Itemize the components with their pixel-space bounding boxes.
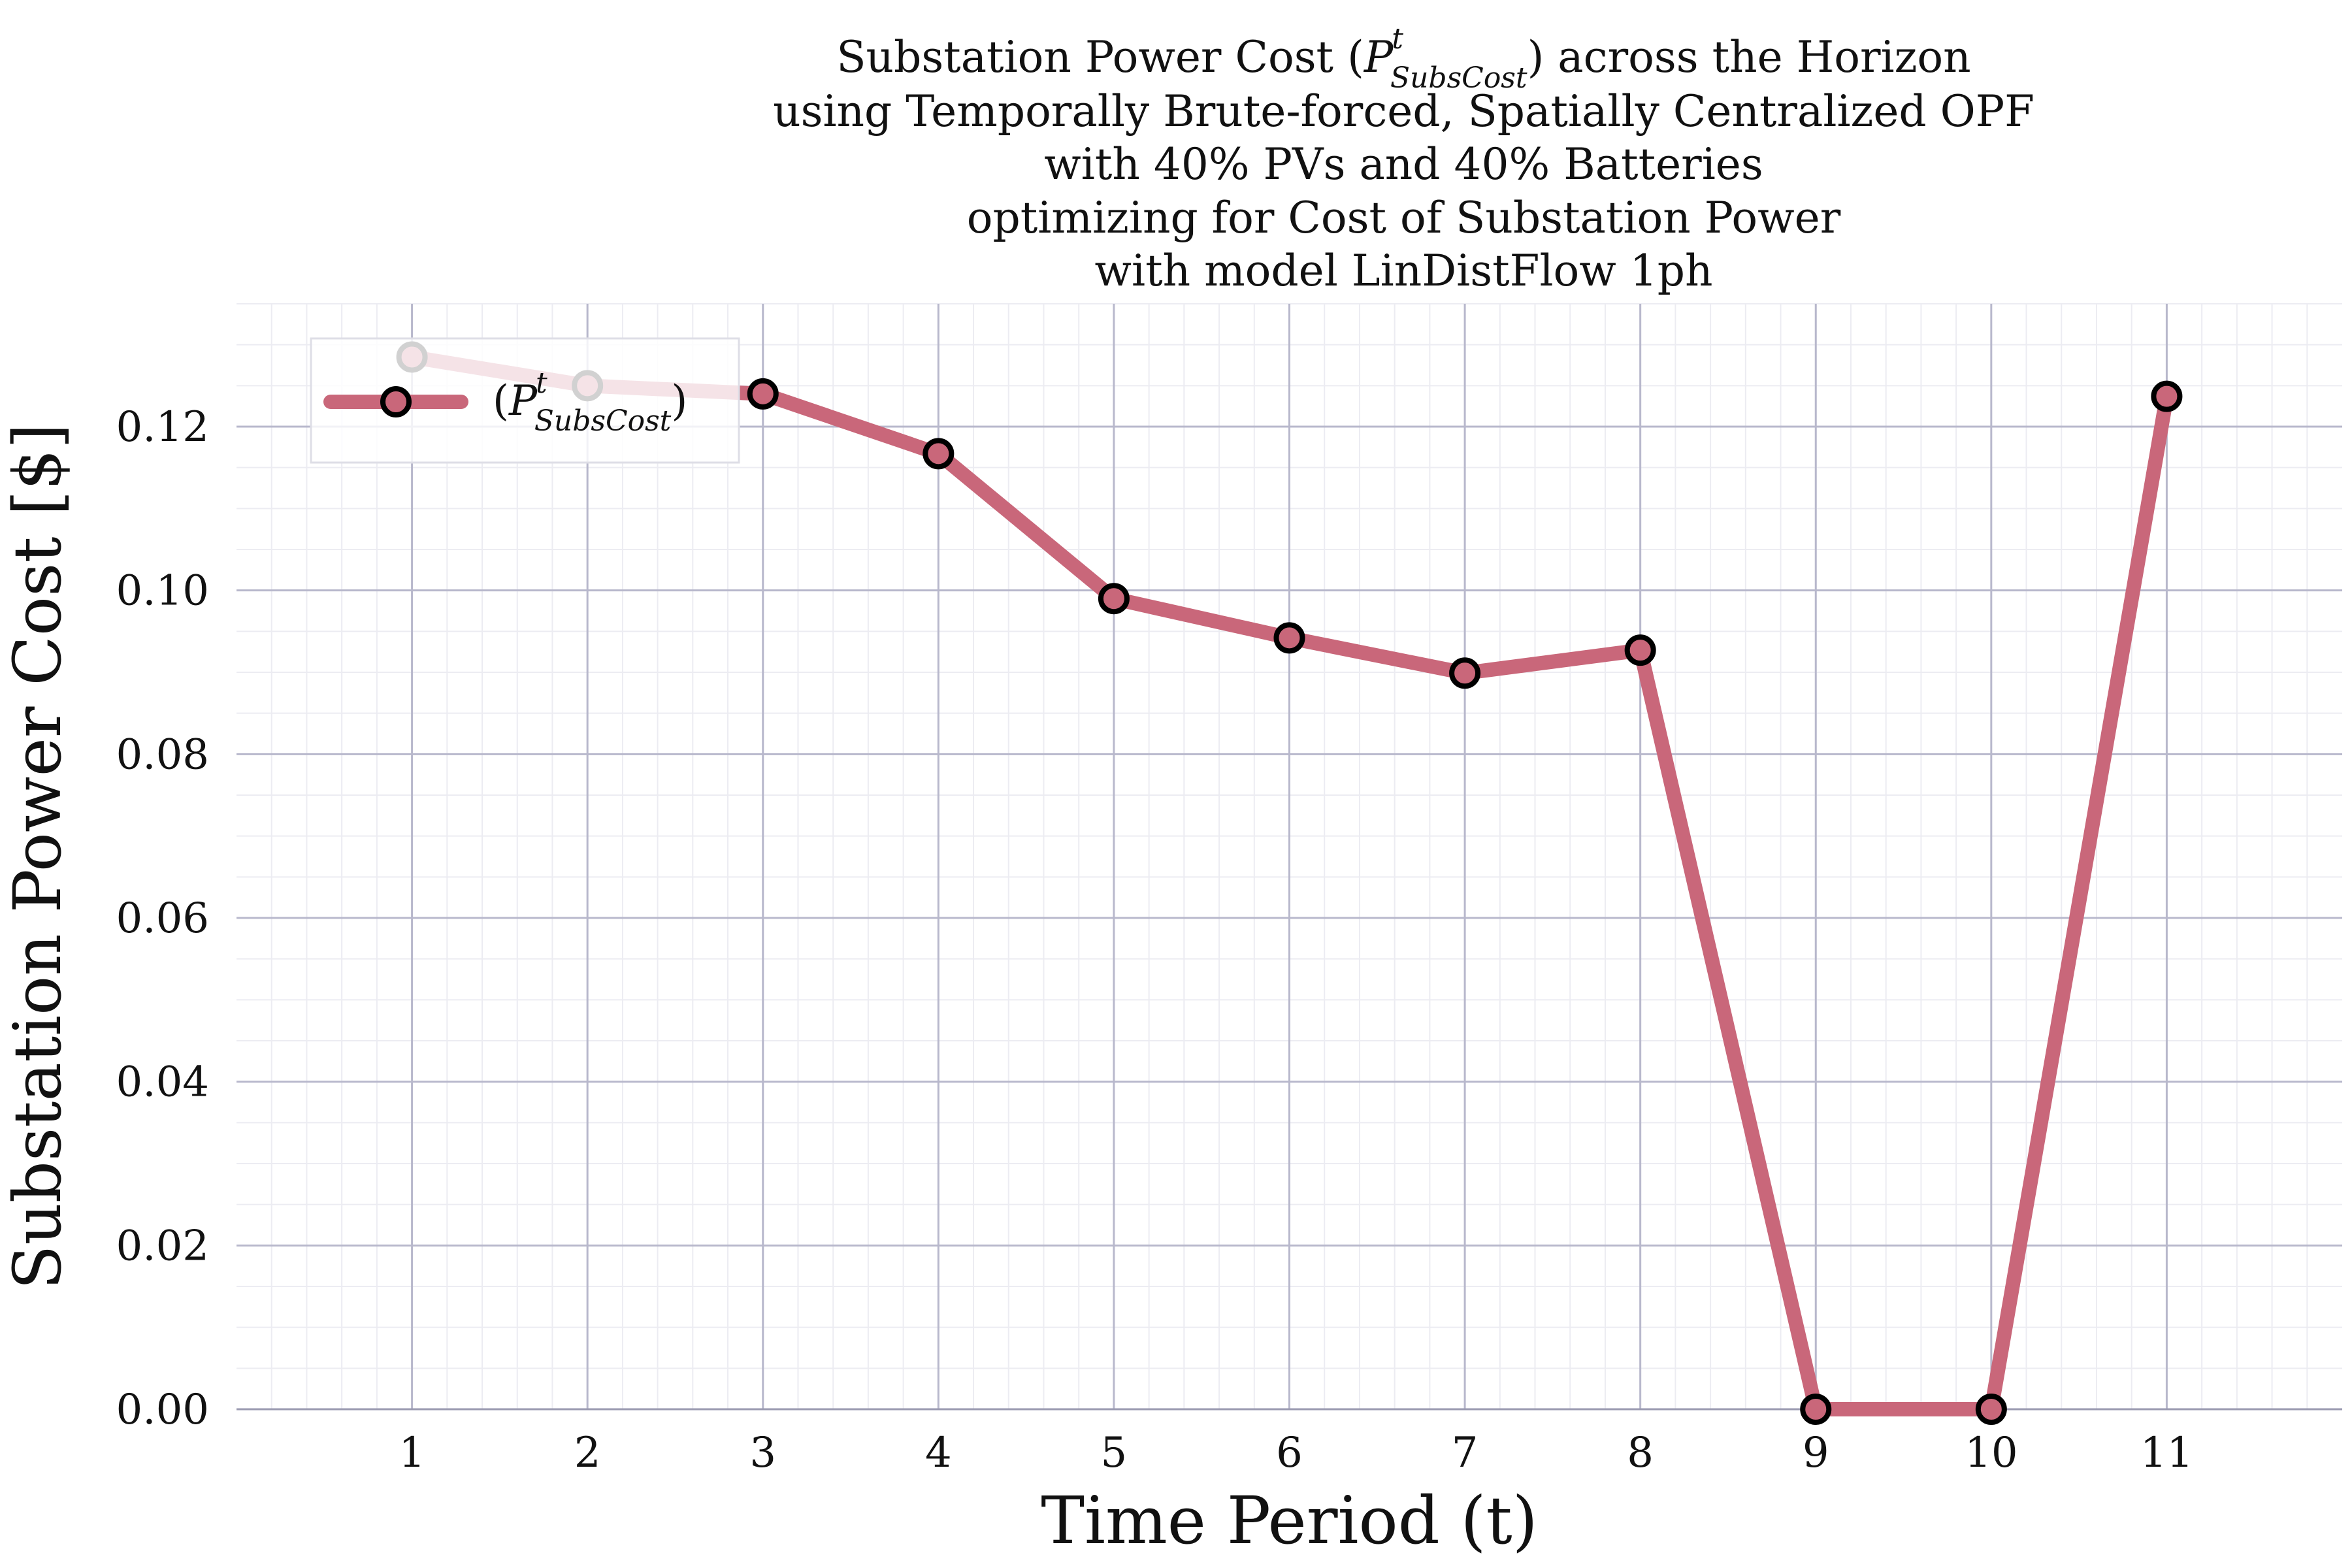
y-axis-label: Substation Power Cost [$] bbox=[0, 423, 76, 1290]
legend: (Pt SubsCost) bbox=[310, 337, 740, 464]
axes: 1 2 3 4 5 6 7 8 9 10 11 0.00 0.02 0.04 0.06 0.08 0.10 0.1… bbox=[0, 403, 2342, 1559]
y-tick-label: 0.08 bbox=[116, 730, 210, 779]
title-line: using Temporally Brute-forced, Spatially… bbox=[773, 86, 2034, 137]
x-tick-label: 8 bbox=[1627, 1429, 1654, 1477]
x-tick-label: 7 bbox=[1452, 1429, 1478, 1477]
x-tick-label: 1 bbox=[399, 1429, 425, 1477]
x-axis-label: Time Period (t) bbox=[1041, 1482, 1537, 1559]
data-point bbox=[1449, 657, 1481, 689]
x-tick-label: 11 bbox=[2140, 1429, 2193, 1477]
x-tick-label: 5 bbox=[1101, 1429, 1128, 1477]
data-point bbox=[747, 378, 779, 410]
legend-label-symbol: P bbox=[508, 377, 538, 425]
data-point bbox=[1098, 583, 1130, 615]
data-point bbox=[1800, 1394, 1832, 1425]
title-text: Substation Power Cost ( bbox=[836, 32, 1364, 82]
data-point bbox=[1273, 622, 1305, 654]
title-sup: t bbox=[1392, 22, 1403, 56]
legend-label: (Pt SubsCost) bbox=[493, 367, 687, 438]
grid bbox=[237, 303, 2342, 1411]
y-tick-label: 0.06 bbox=[116, 894, 210, 943]
y-tick-label: 0.10 bbox=[116, 567, 210, 615]
x-tick-label: 9 bbox=[1803, 1429, 1829, 1477]
y-tick-label: 0.12 bbox=[116, 403, 210, 451]
data-point bbox=[923, 438, 955, 470]
data-point bbox=[1975, 1394, 2007, 1425]
y-tick-label: 0.02 bbox=[116, 1222, 210, 1270]
title-line: Substation Power Cost (Pt SubsCost) acros… bbox=[836, 22, 1970, 95]
x-tick-label: 3 bbox=[749, 1429, 776, 1477]
title-text: ) across the Horizon bbox=[1527, 32, 1971, 82]
title-line: with model LinDistFlow 1ph bbox=[1094, 246, 1712, 296]
title-line: optimizing for Cost of Substation Power bbox=[967, 193, 1841, 243]
x-tick-label: 10 bbox=[1965, 1429, 2017, 1477]
title-sub: SubsCost bbox=[1390, 61, 1527, 95]
title-line: with 40% PVs and 40% Batteries bbox=[1044, 139, 1763, 189]
x-tick-label: 2 bbox=[574, 1429, 601, 1477]
data-point bbox=[1624, 634, 1656, 666]
legend-label-close: ) bbox=[671, 377, 687, 425]
legend-label-open: ( bbox=[493, 377, 509, 425]
title-symbol: P bbox=[1364, 32, 1394, 82]
y-tick-label: 0.00 bbox=[116, 1386, 210, 1434]
legend-label-sup: t bbox=[536, 367, 547, 400]
chart-title: Substation Power Cost (Pt SubsCost) acros… bbox=[773, 22, 2034, 296]
data-point bbox=[2151, 380, 2183, 412]
y-tick-label: 0.04 bbox=[116, 1058, 210, 1107]
legend-label-sub: SubsCost bbox=[534, 404, 672, 438]
x-tick-label: 6 bbox=[1276, 1429, 1303, 1477]
x-tick-label: 4 bbox=[925, 1429, 952, 1477]
legend-marker bbox=[380, 386, 412, 417]
